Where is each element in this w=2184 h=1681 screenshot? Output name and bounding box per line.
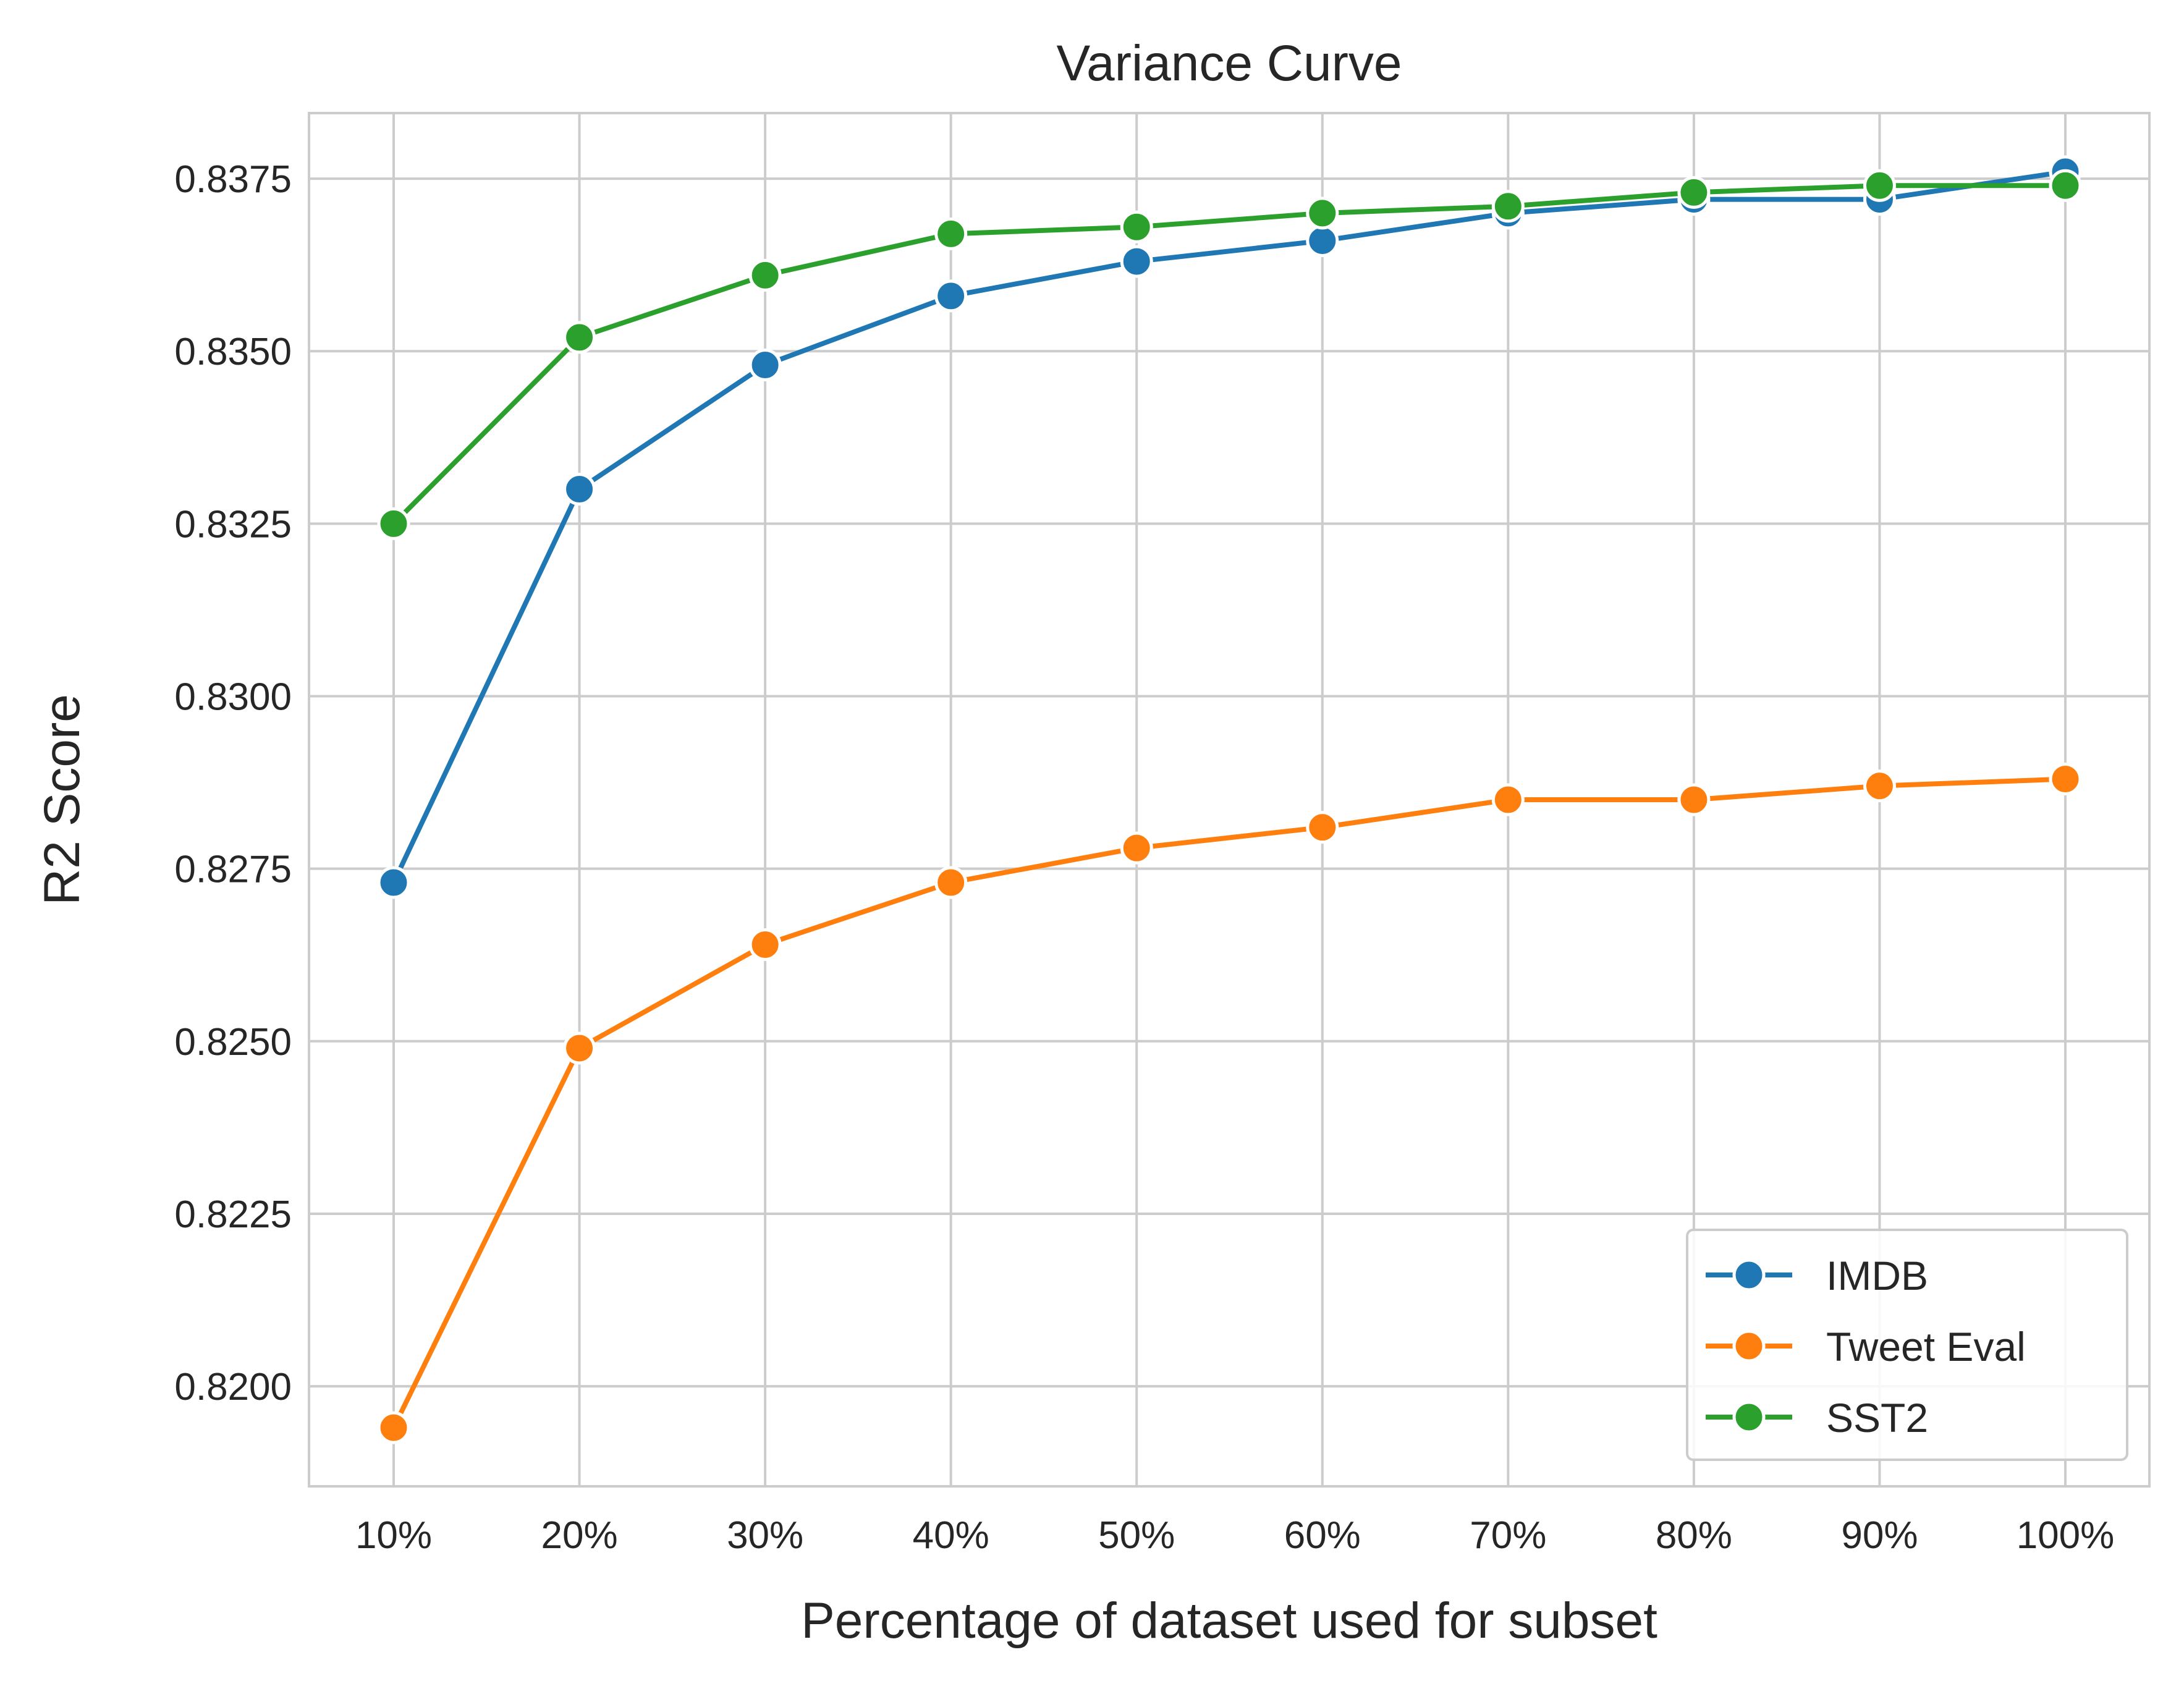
y-tick-label: 0.8250	[174, 1021, 292, 1064]
data-point	[1863, 769, 1896, 803]
y-tick-label: 0.8350	[174, 331, 292, 373]
data-point	[563, 473, 596, 506]
data-point	[1306, 811, 1339, 844]
data-point	[1120, 210, 1153, 243]
series-layer	[377, 155, 2082, 1444]
y-tick-label: 0.8325	[174, 503, 292, 546]
x-tick-label: 20%	[541, 1514, 618, 1557]
legend-box	[1686, 1229, 2128, 1461]
data-point	[748, 258, 782, 292]
series-line	[391, 776, 2068, 1431]
data-point	[934, 217, 968, 250]
data-point	[377, 507, 410, 540]
y-tick-label: 0.8300	[174, 676, 292, 719]
data-point	[1306, 197, 1339, 230]
x-tick-label: 90%	[1841, 1514, 1918, 1557]
data-point	[1120, 245, 1153, 278]
legend: IMDB Tweet Eval SST2	[1686, 1229, 2128, 1461]
data-point	[1863, 169, 1896, 202]
x-tick-label: 50%	[1098, 1514, 1175, 1557]
y-tick-label: 0.8225	[174, 1193, 292, 1236]
x-axis-label: Percentage of dataset used for subset	[801, 1593, 1657, 1649]
x-tick-label: 80%	[1656, 1514, 1732, 1557]
legend-marker	[1732, 1258, 1766, 1292]
legend-marker	[1732, 1329, 1766, 1363]
chart-title: Variance Curve	[1056, 35, 1402, 91]
data-point	[377, 866, 410, 899]
data-point	[1306, 224, 1339, 258]
series-line	[391, 169, 2068, 885]
y-axis-ticks: 0.8200 0.8225 0.8250 0.8275 0.8300 0.8325 0.83…	[174, 158, 292, 1408]
data-point	[1491, 783, 1525, 816]
x-axis-ticks: 10% 20% 30% 40% 50% 60% 70% 80% 90% 100%	[355, 1514, 2114, 1557]
data-point	[1677, 783, 1711, 816]
data-point	[563, 1031, 596, 1065]
y-tick-label: 0.8200	[174, 1366, 292, 1408]
x-tick-label: 60%	[1284, 1514, 1361, 1557]
plot-frame	[308, 112, 2151, 1488]
data-point	[1491, 190, 1525, 223]
data-point	[934, 279, 968, 313]
legend-label: Tweet Eval	[1826, 1324, 2026, 1370]
legend-label: SST2	[1826, 1395, 1928, 1441]
data-point	[934, 866, 968, 899]
legend-marker	[1732, 1400, 1766, 1434]
series-line	[391, 183, 2068, 527]
data-point	[1120, 831, 1153, 865]
y-tick-label: 0.8375	[174, 158, 292, 201]
x-tick-label: 100%	[2017, 1514, 2115, 1557]
data-point	[563, 321, 596, 354]
data-point	[377, 1411, 410, 1444]
legend-label: IMDB	[1826, 1253, 1928, 1298]
data-point	[748, 349, 782, 382]
y-tick-label: 0.8275	[174, 849, 292, 891]
data-point	[748, 928, 782, 961]
x-tick-label: 70%	[1470, 1514, 1546, 1557]
data-point	[2049, 763, 2082, 796]
x-tick-label: 40%	[913, 1514, 989, 1557]
data-point	[2049, 169, 2082, 202]
x-tick-label: 10%	[355, 1514, 432, 1557]
y-axis-label: R2 Score	[34, 694, 90, 905]
x-tick-label: 30%	[727, 1514, 803, 1557]
data-point	[1677, 176, 1711, 209]
